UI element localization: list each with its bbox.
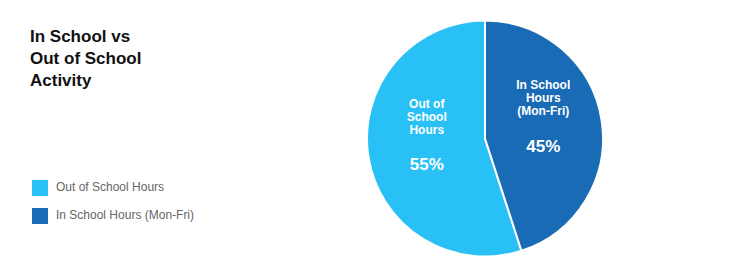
legend-label: Out of School Hours	[56, 180, 164, 194]
title-line: Out of School	[30, 49, 141, 68]
pie	[367, 21, 603, 257]
legend-swatch	[32, 180, 48, 196]
legend: Out of School Hours In School Hours (Mon-…	[32, 180, 194, 224]
data-label: 45%	[526, 137, 560, 156]
legend-label: In School Hours (Mon-Fri)	[56, 208, 194, 222]
slice-annotation-line: Out of	[409, 97, 445, 111]
slice-annotation: In SchoolHours(Mon-Fri)	[516, 78, 570, 118]
title-line: Activity	[30, 71, 92, 90]
slice-annotation-line: Hours	[409, 123, 444, 137]
slice-annotation-line: (Mon-Fri)	[517, 104, 569, 118]
slice-annotation-line: Hours	[526, 91, 561, 105]
slice-annotation: Out ofSchoolHours	[407, 97, 447, 137]
legend-swatch	[32, 208, 48, 224]
data-label: 55%	[410, 155, 444, 174]
slice	[485, 21, 603, 251]
title-line: In School vs	[30, 27, 130, 46]
legend-item: In School Hours (Mon-Fri)	[32, 208, 194, 224]
slice-labels: Out ofSchoolHours55%In SchoolHours(Mon-F…	[407, 78, 571, 174]
legend-item: Out of School Hours	[32, 180, 164, 196]
chart: In School vs Out of School Activity Out ofS…	[0, 0, 752, 277]
slice-annotation-line: School	[407, 110, 447, 124]
slice-annotation-line: In School	[516, 78, 570, 92]
title: In School vs Out of School Activity	[30, 27, 141, 90]
